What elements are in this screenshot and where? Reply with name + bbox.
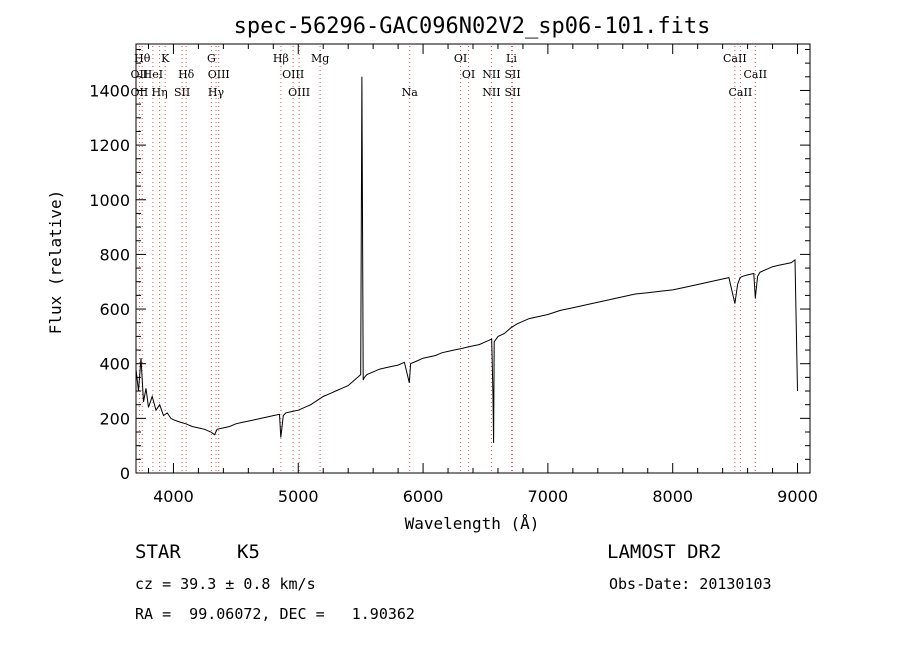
line-label-21-0: CaII [729, 86, 753, 99]
line-label-10-0: Hβ [273, 52, 289, 65]
line-label-9-0: Hγ [208, 86, 225, 99]
x-axis: 4000 5000 6000 7000 8000 9000 [147, 44, 818, 506]
line-label-4-0: K [161, 52, 170, 65]
x-tick-label: 4000 [153, 487, 194, 506]
y-tick-label: 800 [99, 245, 130, 264]
line-label-2-0: HeI [143, 68, 163, 81]
line-label-20-0: CaII [723, 52, 747, 65]
y-tick-label: 0 [120, 464, 130, 483]
survey-name: LAMOST DR2 [607, 541, 722, 563]
chart-title: spec-56296-GAC096N02V2_sp06-101.fits [234, 14, 711, 39]
x-axis-label: Wavelength (Å) [405, 514, 540, 533]
line-label-15-0: OI [454, 52, 467, 65]
line-label-19-0: SII [504, 68, 520, 81]
line-label-13-0: Mg [311, 52, 329, 65]
line-label-11-0: OIII [282, 68, 304, 81]
line-label-1-1: OII [131, 86, 149, 99]
coordinates: RA = 99.06072, DEC = 1.90362 [135, 605, 415, 623]
spectrum-line [135, 76, 798, 443]
x-tick-label: 6000 [403, 487, 444, 506]
object-subclass: K5 [237, 541, 260, 563]
line-label-1-0: OII [131, 68, 149, 81]
redshift-text: cz = 39.3 ± 0.8 km/s [135, 575, 316, 593]
y-tick-label: 1400 [89, 81, 130, 100]
x-tick-label: 5000 [278, 487, 319, 506]
object-class: STAR [135, 541, 181, 563]
line-marker-labels: HθOIIOIIHeIHηKHδSIIGOIIIHγHβOIIIOIIIMgNa… [131, 52, 768, 99]
line-label-7-0: G [207, 52, 216, 65]
x-tick-label: 9000 [777, 487, 818, 506]
y-tick-label: 400 [99, 355, 130, 374]
line-label-14-0: Na [402, 86, 419, 99]
x-tick-label: 7000 [528, 487, 569, 506]
plot-frame [135, 43, 811, 474]
line-label-19-1: SII [504, 86, 520, 99]
line-label-0-0: Hθ [134, 52, 151, 65]
line-label-22-0: CaII [743, 68, 767, 81]
line-label-16-0: OI [462, 68, 475, 81]
line-label-5-0: Hδ [178, 68, 195, 81]
y-axis-label: Flux (relative) [46, 190, 65, 335]
line-label-3-0: Hη [151, 86, 167, 99]
line-label-6-0: SII [174, 86, 190, 99]
line-label-18-1: NII [482, 86, 500, 99]
y-tick-label: 1200 [89, 136, 130, 155]
y-axis: 0 200 400 600 800 1000 1200 1400 [89, 48, 810, 483]
line-markers [138, 46, 756, 473]
line-label-8-0: OIII [208, 68, 230, 81]
line-label-18-0: NII [482, 68, 500, 81]
y-tick-label: 600 [99, 300, 130, 319]
line-label-12-0: OIII [288, 86, 310, 99]
x-tick-label: 8000 [652, 487, 693, 506]
obs-date: Obs-Date: 20130103 [609, 575, 772, 593]
line-label-17-0: Li [506, 52, 517, 65]
y-tick-label: 1000 [89, 191, 130, 210]
y-tick-label: 200 [99, 409, 130, 428]
